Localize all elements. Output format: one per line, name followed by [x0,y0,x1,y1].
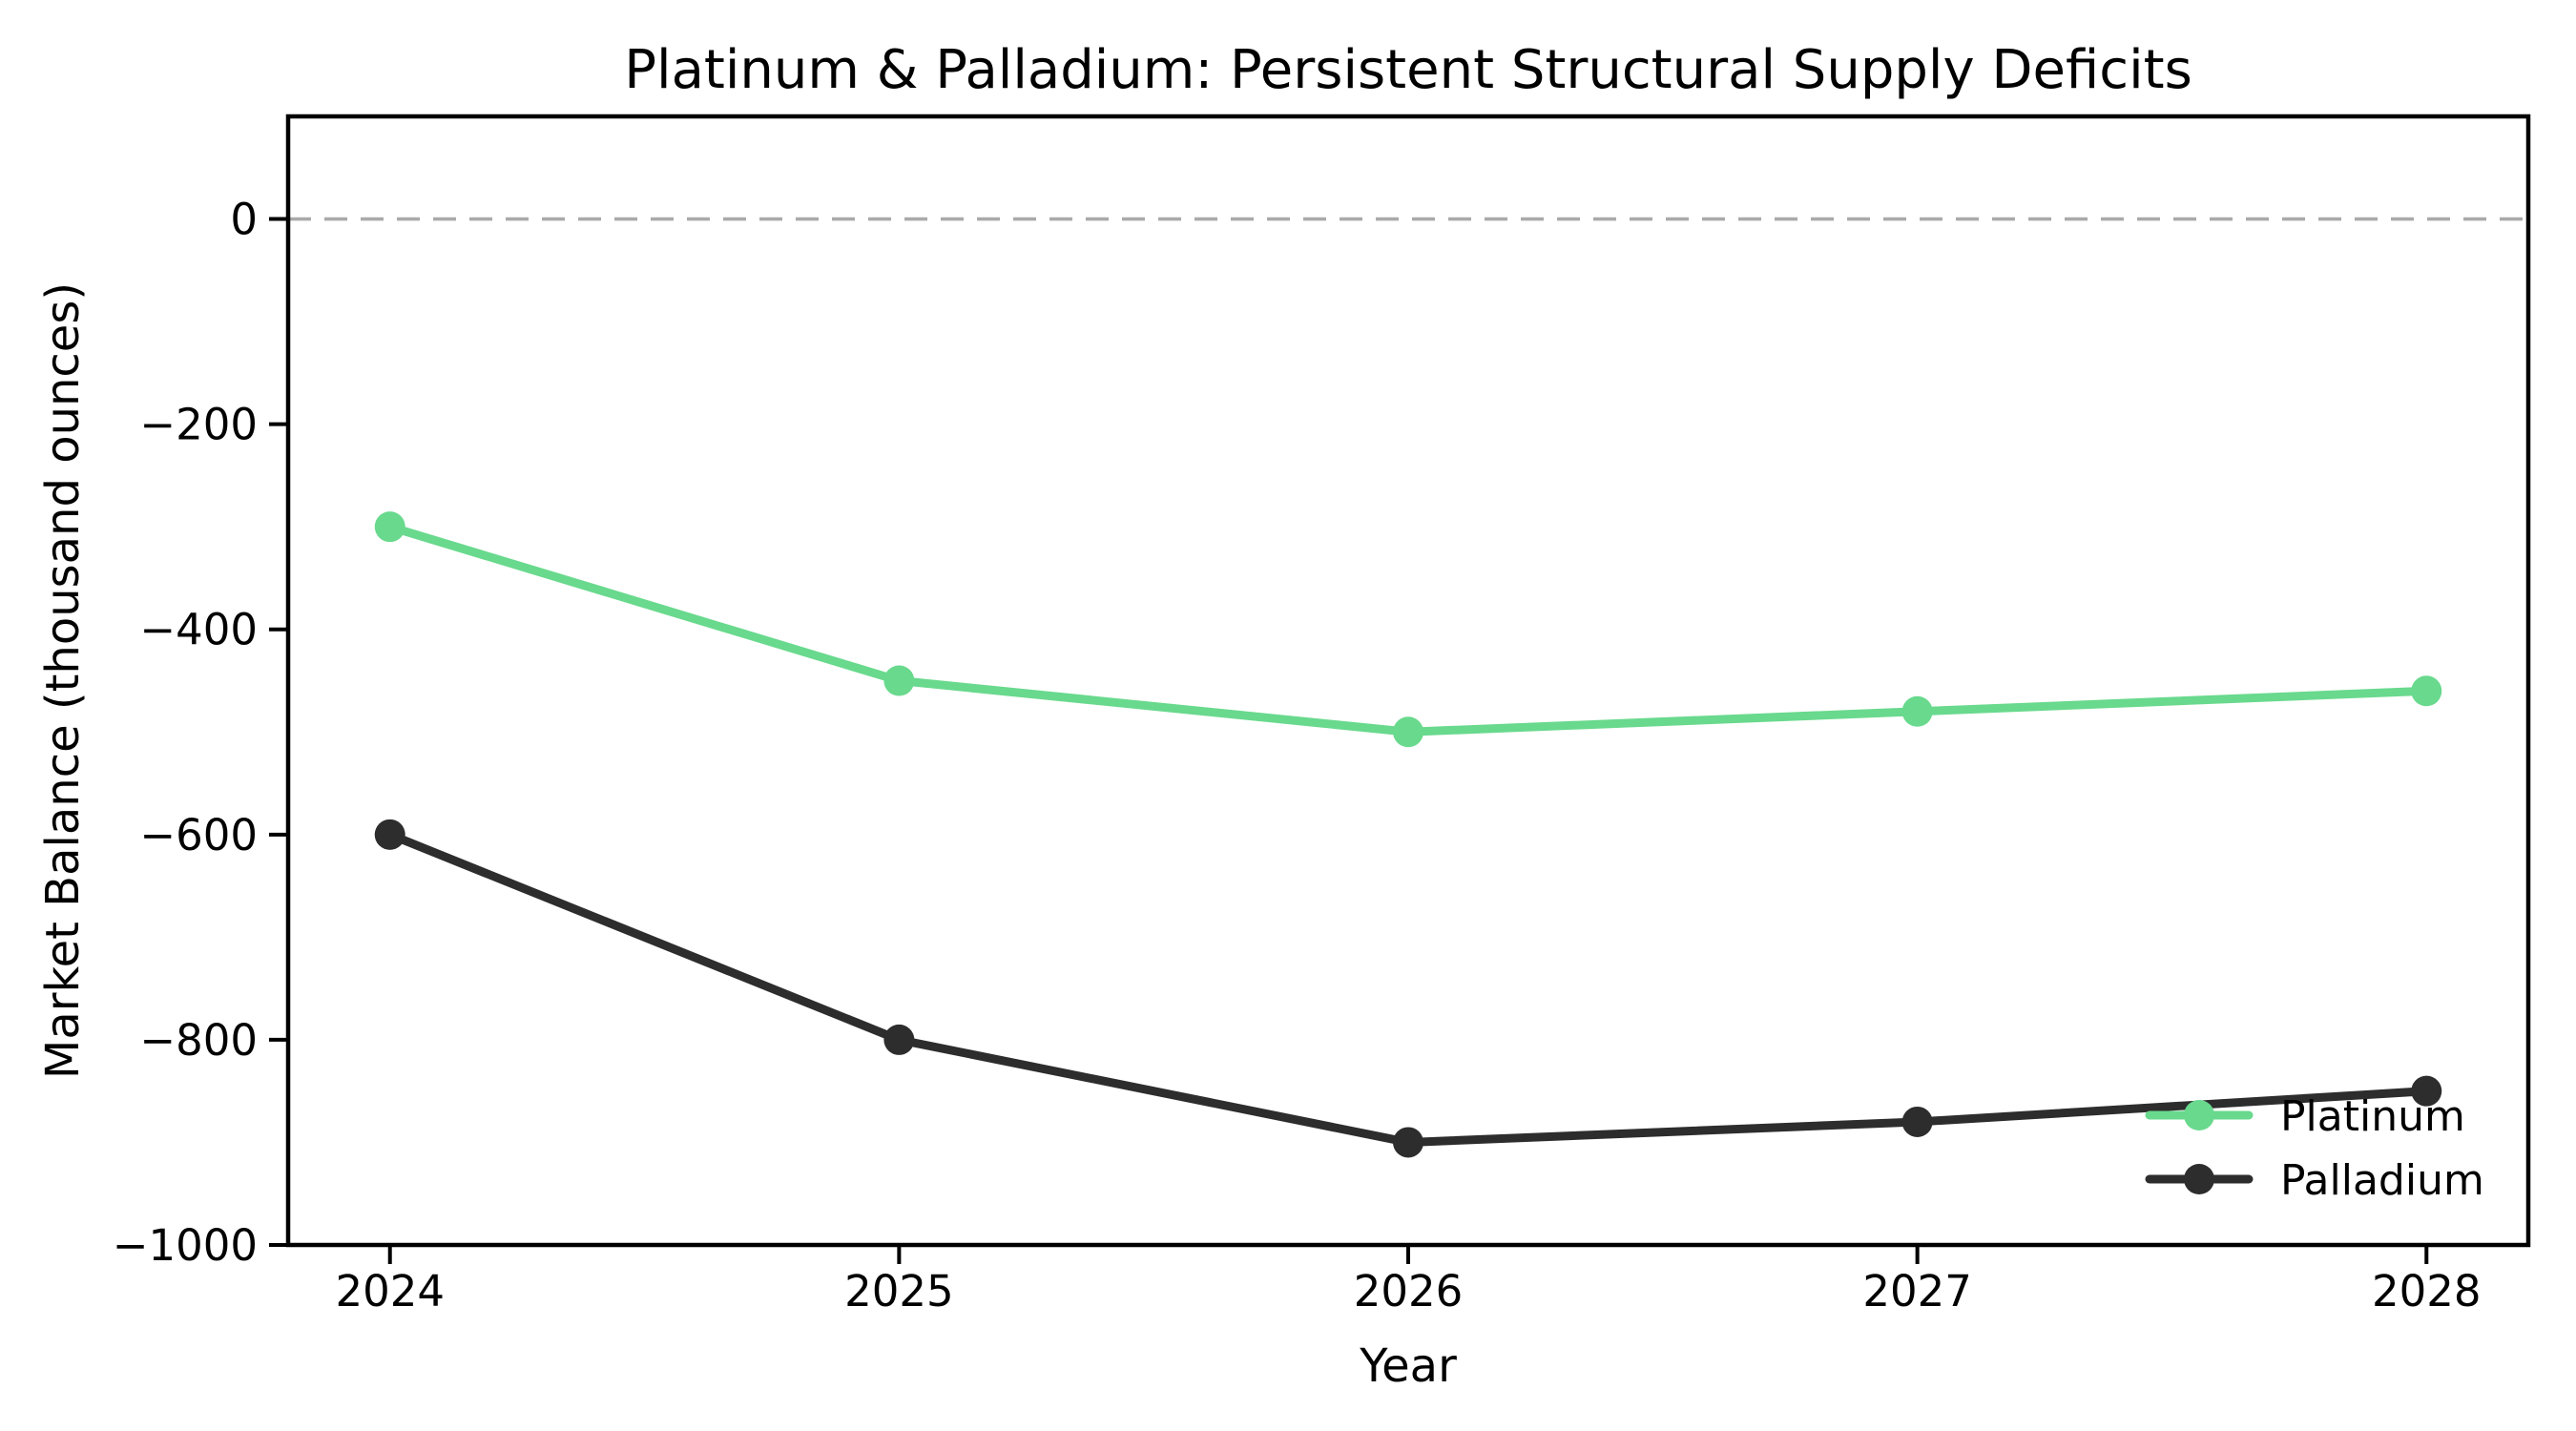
x-axis-label: Year [1359,1339,1457,1393]
legend-item-palladium: Palladium [2145,1156,2484,1205]
x-tick-label-2024: 2024 [335,1266,445,1317]
marker-platinum-2024 [374,511,405,543]
x-tick-label-2028: 2028 [2372,1266,2482,1317]
series-line-platinum [385,522,2431,736]
y-tick-label--200: −200 [139,400,258,450]
marker-platinum-2025 [883,665,915,696]
y-tick-label-0: 0 [230,195,258,245]
y-tick-label--600: −600 [139,810,258,861]
marker-palladium-2025 [883,1024,915,1055]
marker-platinum-2028 [2411,675,2442,707]
series-line-palladium [385,830,2431,1147]
legend-marker-platinum [2184,1100,2214,1130]
marker-palladium-2024 [374,819,405,850]
y-tick-label--1000: −1000 [113,1220,258,1271]
legend-label-palladium: Palladium [2280,1156,2484,1205]
chart-title: Platinum & Palladium: Persistent Structu… [624,39,2192,101]
y-axis-label: Market Balance (thousand ounces) [36,282,90,1079]
legend: Platinum Palladium [2145,1092,2484,1205]
x-tick-label-2026: 2026 [1354,1266,1464,1317]
y-tick-label--400: −400 [139,605,258,655]
marker-platinum-2026 [1393,716,1423,748]
y-tick-label--800: −800 [139,1015,258,1066]
marker-palladium-2026 [1393,1127,1423,1158]
marker-palladium-2027 [1901,1106,1933,1137]
marker-platinum-2027 [1901,695,1933,727]
x-tick-label-2025: 2025 [844,1266,954,1317]
x-tick-label-2027: 2027 [1862,1266,1972,1317]
marker-palladium-2028 [2411,1075,2442,1107]
legend-item-platinum: Platinum [2145,1092,2465,1141]
plot-border [285,114,2531,1248]
legend-label-platinum: Platinum [2280,1092,2465,1141]
legend-marker-palladium [2184,1164,2214,1194]
